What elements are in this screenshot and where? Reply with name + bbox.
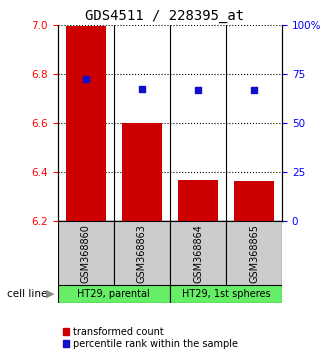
Bar [226,221,282,285]
Bar [58,285,170,303]
Text: GSM368865: GSM368865 [249,224,259,282]
Point [139,86,145,92]
Bar [66,26,106,221]
Point [251,87,257,93]
Text: HT29, parental: HT29, parental [78,289,150,299]
Text: GDS4511 / 228395_at: GDS4511 / 228395_at [85,9,245,23]
Bar [58,221,114,285]
Point [83,76,88,82]
Bar [178,179,218,221]
Bar [122,123,162,221]
Text: GSM368864: GSM368864 [193,224,203,282]
Legend: transformed count, percentile rank within the sample: transformed count, percentile rank withi… [63,327,238,349]
Bar [234,181,274,221]
Point [195,87,201,93]
Text: ▶: ▶ [46,289,54,299]
Text: GSM368863: GSM368863 [137,224,147,282]
Bar [170,221,226,285]
Bar [170,285,282,303]
Text: cell line: cell line [7,289,47,299]
Text: HT29, 1st spheres: HT29, 1st spheres [182,289,270,299]
Text: GSM368860: GSM368860 [81,224,91,282]
Bar [114,221,170,285]
